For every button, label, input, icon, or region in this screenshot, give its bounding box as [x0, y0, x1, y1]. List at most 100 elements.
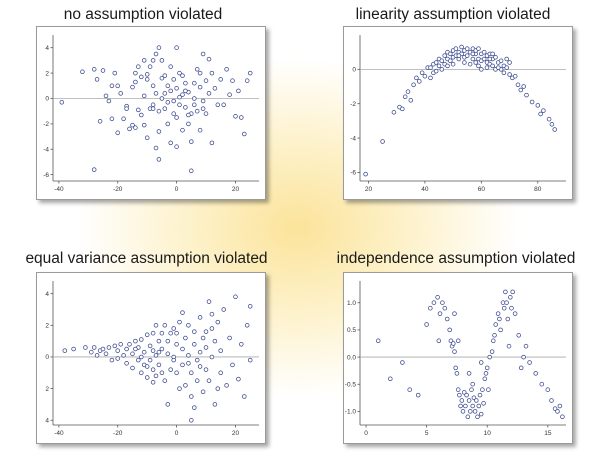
data-point [451, 341, 456, 346]
data-point [106, 98, 112, 104]
data-point [465, 414, 471, 420]
data-point [150, 83, 156, 89]
data-point [521, 84, 526, 89]
data-point [457, 392, 462, 398]
data-point [545, 387, 551, 392]
y-tick-label: -1.0 [345, 409, 357, 416]
data-point [171, 111, 176, 116]
data-point [153, 91, 159, 96]
chart-panel-no-assumption-violated: 4 2 0 -2 -4 -6 -40 -20 0 20 [36, 26, 266, 200]
data-point [144, 332, 150, 338]
data-point [197, 364, 203, 369]
data-point [493, 55, 498, 60]
data-point [153, 353, 159, 358]
data-point [518, 87, 524, 93]
data-point [218, 348, 223, 353]
data-point [501, 70, 507, 76]
x-tick-label: -40 [54, 186, 64, 193]
data-point [174, 144, 179, 149]
data-point [491, 338, 496, 344]
data-point [168, 88, 173, 94]
data-point [215, 386, 221, 391]
x-tick-label: 15 [544, 430, 552, 437]
data-point [186, 353, 191, 358]
data-point [144, 72, 150, 77]
data-point [233, 114, 238, 119]
data-point [523, 343, 529, 349]
data-point [162, 323, 168, 328]
data-point [400, 360, 405, 365]
data-point [233, 294, 238, 300]
data-point [230, 78, 235, 83]
data-point [476, 63, 481, 69]
data-point [200, 51, 206, 57]
data-point [156, 129, 162, 134]
data-point [150, 348, 156, 353]
x-tick-label: 5 [425, 430, 429, 437]
data-point [436, 338, 442, 344]
data-point [460, 409, 466, 414]
data-point [527, 360, 532, 365]
data-point [435, 295, 440, 300]
data-point [189, 418, 194, 423]
data-point [221, 307, 226, 312]
data-point [200, 389, 206, 395]
data-point [470, 51, 476, 57]
data-point [192, 102, 197, 108]
y-tick-label: 4 [45, 45, 49, 52]
data-point [477, 392, 483, 398]
data-point [469, 387, 474, 392]
x-tick-label: 80 [534, 186, 542, 193]
data-point [189, 139, 194, 144]
data-point [144, 364, 150, 369]
data-point [200, 335, 206, 341]
data-point [464, 392, 469, 398]
data-point [444, 316, 450, 322]
data-point [139, 370, 144, 376]
x-tick-label: 0 [175, 430, 179, 437]
data-point [447, 327, 452, 333]
data-point [247, 304, 253, 309]
x-tick-label: -40 [54, 430, 64, 437]
data-point [156, 45, 162, 50]
data-point [183, 335, 188, 341]
data-point [442, 53, 447, 58]
data-point [215, 102, 221, 108]
data-point [481, 56, 487, 62]
data-point [192, 329, 197, 334]
data-point [197, 127, 203, 133]
data-point [121, 353, 126, 358]
data-point [162, 73, 168, 78]
data-point [459, 398, 465, 403]
data-point [470, 403, 475, 409]
data-point [159, 370, 165, 376]
scatter-plot-no-assumption-violated: 420-2-4-6-40 -20 0 20 [43, 35, 259, 193]
x-tick-label: 10 [484, 430, 492, 437]
data-point [124, 106, 129, 111]
data-point [504, 300, 509, 305]
data-point [470, 56, 476, 62]
data-point [106, 345, 112, 350]
y-tick-label: 1.0 [347, 300, 356, 307]
data-point [144, 77, 150, 82]
chart-panel-independence-violated: 1.0 0.5 0.0 -0.5 -1.0 0 5 10 15 [343, 272, 573, 444]
data-point [524, 92, 529, 98]
data-point [159, 330, 165, 336]
data-point [130, 84, 135, 90]
data-point [448, 51, 453, 57]
data-point [484, 65, 490, 70]
data-point [194, 378, 200, 383]
data-point [147, 357, 153, 363]
chart-title-top-right: linearity assumption violated [355, 6, 551, 23]
data-point [159, 75, 165, 81]
data-point [112, 343, 118, 349]
data-point [504, 56, 509, 62]
data-point [505, 316, 511, 322]
data-point [189, 370, 194, 376]
data-point [448, 58, 453, 64]
data-point [203, 345, 209, 350]
data-point [363, 171, 368, 177]
data-point [478, 360, 484, 365]
data-point [165, 351, 171, 357]
data-point [464, 53, 470, 58]
